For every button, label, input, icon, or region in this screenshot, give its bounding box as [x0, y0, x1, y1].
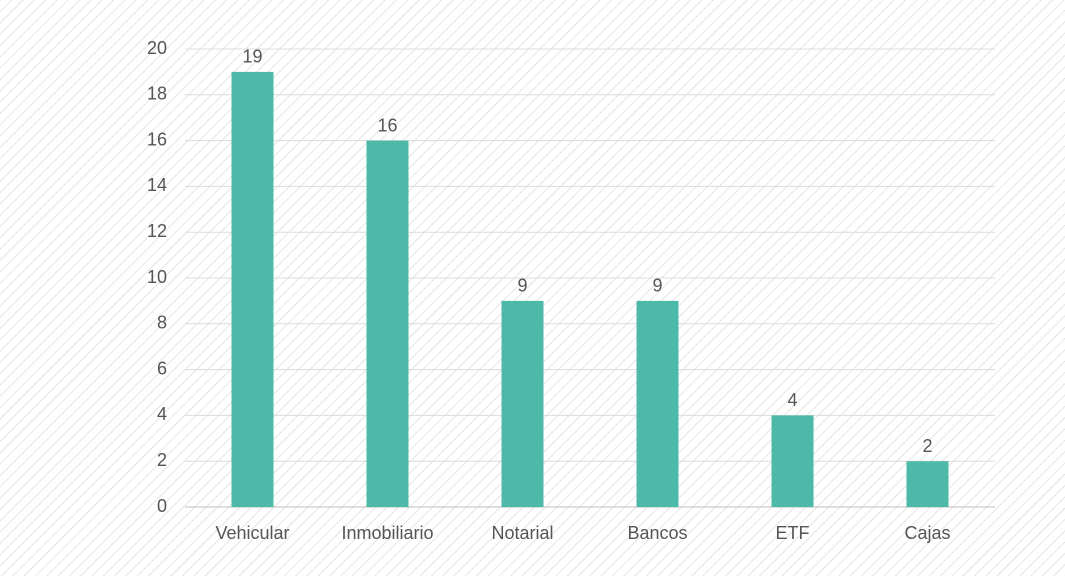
x-tick-label: Bancos	[627, 523, 687, 543]
x-tick-label: Inmobiliario	[341, 523, 433, 543]
data-label: 9	[517, 276, 527, 296]
data-label: 19	[242, 47, 262, 67]
bar	[636, 300, 679, 507]
y-tick-label: 18	[147, 84, 167, 104]
x-tick-label: Notarial	[491, 523, 553, 543]
x-tick-label: Cajas	[904, 523, 950, 543]
y-tick-label: 20	[147, 38, 167, 58]
bar	[231, 71, 274, 508]
data-label: 9	[652, 276, 662, 296]
y-tick-label: 16	[147, 129, 167, 149]
y-tick-label: 6	[157, 358, 167, 378]
y-tick-label: 4	[157, 404, 167, 424]
x-tick-label: ETF	[776, 523, 810, 543]
bar	[501, 300, 544, 507]
bar	[771, 415, 814, 507]
y-tick-label: 12	[147, 221, 167, 241]
y-tick-label: 0	[157, 496, 167, 516]
data-label: 2	[922, 436, 932, 456]
y-tick-label: 8	[157, 313, 167, 333]
data-label: 16	[377, 115, 397, 135]
y-tick-label: 2	[157, 450, 167, 470]
x-tick-label: Vehicular	[215, 523, 289, 543]
bar	[366, 140, 409, 507]
bar	[906, 461, 949, 507]
data-label: 4	[787, 390, 797, 410]
y-tick-label: 14	[147, 175, 167, 195]
y-tick-label: 10	[147, 267, 167, 287]
